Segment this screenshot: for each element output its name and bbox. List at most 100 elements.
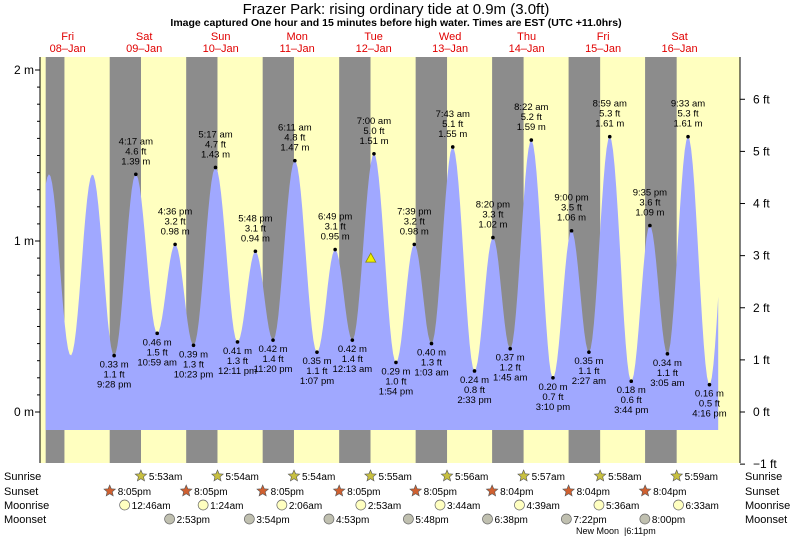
tide-label: 3.3 ft — [482, 210, 503, 221]
day-name: Tue — [364, 31, 383, 43]
right-tick-label: 4 ft — [753, 197, 770, 211]
sunset-time: 8:04pm — [577, 487, 610, 498]
moonrise-icon — [276, 499, 288, 511]
moonset-icon — [561, 513, 572, 525]
sunrise-icon — [364, 469, 377, 482]
moonset-time: 2:53pm — [177, 515, 210, 526]
sunrise-time: 5:57am — [532, 472, 565, 483]
sunrise-time: 5:53am — [149, 472, 182, 483]
day-name: Thu — [517, 31, 536, 43]
moonset-time: 4:53pm — [336, 515, 369, 526]
sunset-icon — [256, 484, 270, 497]
tide-label: 1.09 m — [635, 208, 664, 219]
day-name: Fri — [61, 31, 74, 43]
sunrise-time: 5:59am — [685, 472, 718, 483]
tide-label: 4.8 ft — [284, 133, 305, 144]
tide-label: 4:16 pm — [692, 409, 726, 420]
tide-label: 5.3 ft — [599, 109, 620, 120]
sunrise-icon — [211, 469, 224, 482]
right-tick-label: 5 ft — [753, 144, 770, 158]
sunrise-time: 5:54am — [302, 472, 335, 483]
sun-moon-rows: Sunrise Sunrise Sunset Sunset Moonrise Moonri… — [4, 469, 790, 536]
tide-label: 1:07 pm — [300, 376, 334, 387]
tide-label: 7:00 am — [357, 116, 391, 127]
tide-label: 0.18 m — [617, 385, 646, 396]
tide-label: 1.4 ft — [262, 354, 283, 365]
tide-point — [707, 382, 712, 387]
tide-point — [472, 369, 477, 373]
right-tick-label: 6 ft — [753, 92, 770, 106]
tide-label: 1.39 m — [121, 156, 150, 167]
tide-point — [372, 151, 376, 156]
tide-point — [587, 350, 591, 354]
tide-label: 6:11 am — [278, 123, 312, 134]
moonset-time: 3:54pm — [256, 515, 289, 526]
tide-label: 0.41 m — [223, 346, 252, 357]
tide-label: 0.42 m — [259, 344, 288, 355]
tide-label: 1.61 m — [674, 119, 703, 130]
tide-curve — [45, 136, 719, 430]
tide-label: 10:23 pm — [174, 369, 214, 380]
tide-label: 1.43 m — [201, 149, 230, 160]
sunset-time: 8:05pm — [118, 487, 151, 498]
tide-label: 0.6 ft — [621, 395, 642, 406]
moonrise-icon — [673, 499, 684, 511]
tide-point — [333, 247, 337, 252]
sunset-icon — [485, 484, 499, 497]
day-name: Sat — [671, 31, 688, 43]
sunset-icon — [179, 484, 193, 497]
tide-label: 9:28 pm — [97, 380, 131, 391]
tide-point — [551, 376, 555, 380]
day-name: Wed — [439, 31, 461, 43]
tide-label: 1.55 m — [438, 129, 467, 140]
day-name: Fri — [597, 31, 610, 43]
tide-label: 1.02 m — [478, 220, 507, 231]
sunrise-time: 5:54am — [225, 472, 258, 483]
sunrise-row-label: Sunrise — [4, 471, 41, 483]
tide-point — [271, 338, 275, 342]
moonrise-icon — [197, 499, 209, 511]
tide-point — [134, 172, 138, 177]
moonset-icon — [323, 513, 335, 525]
moonset-icon — [482, 513, 493, 525]
tide-label: 8:20 pm — [476, 200, 510, 211]
moonrise-icon — [355, 499, 367, 511]
tide-label: 3.6 ft — [639, 198, 660, 209]
chart-title: Frazer Park: rising ordinary tide at 0.9… — [243, 1, 550, 18]
moonrise-time: 6:33am — [685, 501, 718, 512]
tide-label: 9:35 pm — [633, 188, 667, 199]
tide-label: 9:33 am — [671, 99, 705, 110]
moonrise-icon — [119, 499, 130, 511]
day-name: Mon — [286, 31, 307, 43]
day-date: 15–Jan — [585, 43, 621, 55]
tide-label: 0.20 m — [538, 382, 567, 393]
tide-label: 0.98 m — [161, 226, 190, 237]
tide-label: 0.29 m — [381, 366, 410, 377]
moonrise-row-label-right: Moonrise — [745, 500, 790, 512]
sunset-row-label-right: Sunset — [745, 486, 779, 498]
sunset-row-label: Sunset — [4, 486, 38, 498]
sunrise-icon — [134, 469, 148, 482]
sunset-icon — [638, 484, 652, 497]
moon-phase-label: New Moon — [576, 526, 619, 536]
tide-label: 1.06 m — [557, 213, 586, 224]
tide-point — [155, 331, 159, 336]
moonrise-icon — [593, 499, 605, 511]
tide-label: 0.95 m — [321, 232, 350, 243]
moonset-row-label-right: Moonset — [745, 514, 787, 526]
tide-label: 1:54 pm — [379, 386, 413, 397]
day-date: 11–Jan — [280, 43, 315, 55]
moonrise-time: 1:24am — [210, 501, 243, 512]
tide-label: 4.7 ft — [205, 139, 226, 150]
sunrise-icon — [440, 469, 454, 482]
moonset-time: 7:22pm — [573, 515, 606, 526]
tide-point — [412, 242, 417, 247]
right-tick-label: 3 ft — [753, 249, 770, 263]
sunset-icon — [103, 484, 117, 497]
sunset-time: 8:04pm — [653, 487, 686, 498]
tide-point — [607, 134, 612, 139]
left-tick-label: 0 m — [14, 405, 34, 419]
tide-label: 0.40 m — [417, 348, 446, 359]
tide-label: 2:33 pm — [457, 395, 491, 406]
